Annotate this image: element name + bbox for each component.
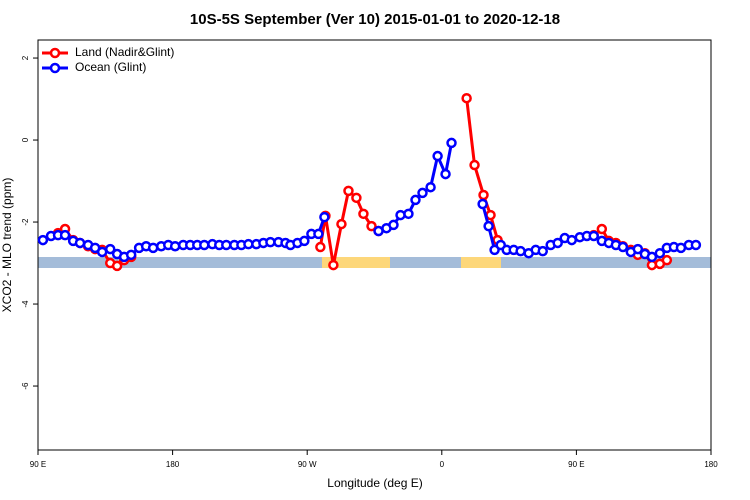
point [96, 246, 108, 258]
point [199, 239, 210, 251]
point [646, 251, 658, 263]
land-band [322, 257, 390, 268]
point [515, 245, 526, 257]
point [351, 192, 362, 204]
x-tick-label: 90 W [298, 460, 317, 469]
point [395, 209, 406, 221]
point [336, 218, 347, 230]
y-axis-label: XCO2 - MLO trend (ppm) [0, 178, 14, 313]
x-axis-label: Longitude (deg E) [327, 476, 422, 490]
point [125, 249, 137, 261]
x-tick-label: 90 E [568, 460, 584, 469]
point [417, 187, 428, 199]
y-tick-label: 0 [21, 137, 30, 142]
y-tick-label: -6 [21, 382, 30, 390]
point [461, 92, 472, 104]
point [343, 185, 354, 197]
y-tick-label: 2 [21, 55, 30, 60]
point [313, 228, 324, 240]
point [147, 242, 159, 254]
point [328, 259, 339, 271]
point [646, 259, 658, 271]
point [366, 220, 377, 232]
x-tick-label: 180 [166, 460, 180, 469]
x-tick-label: 0 [440, 460, 445, 469]
point [169, 240, 181, 252]
point [617, 241, 629, 253]
point [537, 245, 548, 257]
point [221, 239, 232, 251]
point [425, 181, 436, 193]
point [477, 198, 488, 210]
point [552, 237, 563, 249]
point [315, 241, 326, 253]
x-tick-label: 90 E [30, 460, 46, 469]
point [111, 260, 123, 272]
legend-label: Land (Nadir&Glint) [75, 45, 174, 59]
legend-label: Ocean (Glint) [75, 60, 146, 74]
point [299, 235, 310, 247]
point [478, 189, 489, 201]
point [483, 220, 494, 232]
legend-marker [49, 62, 61, 74]
plot-frame [37, 39, 712, 451]
point [469, 159, 480, 171]
point [588, 230, 599, 242]
chart-title: 10S-5S September (Ver 10) 2015-01-01 to … [190, 11, 560, 28]
legend-marker [49, 47, 61, 59]
point [654, 247, 666, 259]
land-band [461, 257, 501, 268]
y-tick-label: -4 [21, 300, 30, 308]
point [596, 223, 608, 235]
point [690, 239, 702, 251]
point [37, 234, 49, 246]
point [319, 211, 330, 223]
point [410, 194, 421, 206]
point [358, 208, 369, 220]
point [104, 243, 116, 255]
point [265, 236, 276, 248]
point [74, 237, 86, 249]
point [661, 254, 673, 266]
point [632, 243, 644, 255]
point [388, 219, 399, 231]
point [432, 150, 443, 162]
x-tick-label: 180 [704, 460, 718, 469]
point [59, 229, 71, 241]
point [566, 234, 578, 246]
point [446, 137, 457, 149]
point [440, 168, 451, 180]
y-tick-label: -2 [21, 218, 30, 226]
point [403, 208, 414, 220]
